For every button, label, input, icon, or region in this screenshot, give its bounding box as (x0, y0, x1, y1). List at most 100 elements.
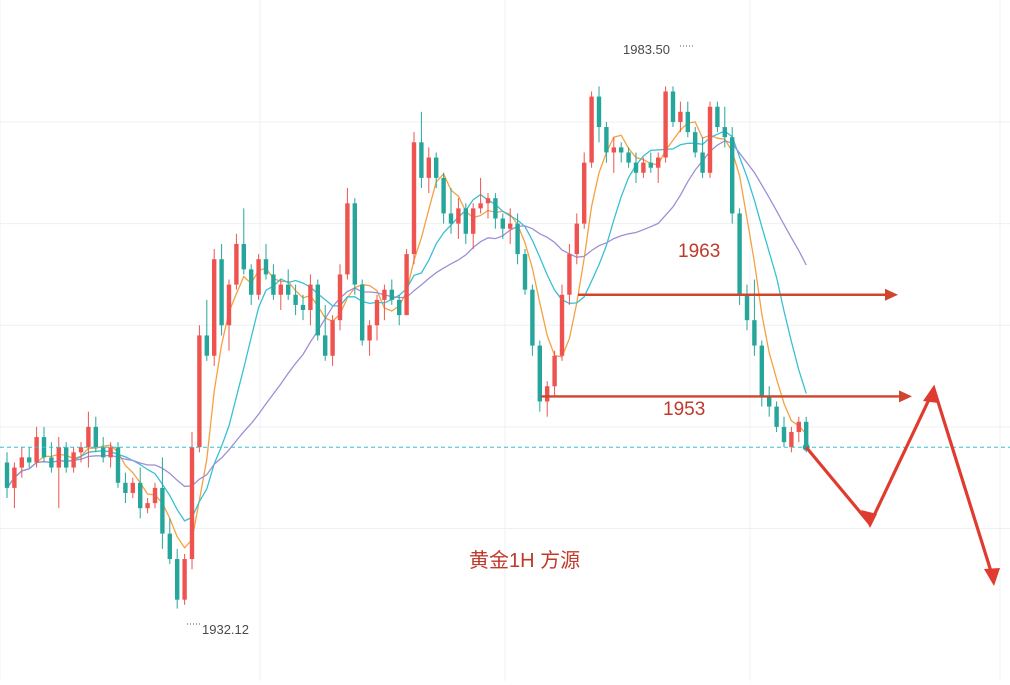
candle-body (49, 457, 54, 468)
level-1963-arrow-arrowhead (885, 288, 898, 301)
candle-body (389, 289, 394, 300)
ma-cyan-line (6, 130, 807, 522)
candle-body (337, 274, 343, 321)
candle-body (404, 254, 409, 316)
candle-body (485, 198, 491, 204)
candle-body (656, 157, 661, 168)
candle-body (300, 304, 306, 311)
candle-body (19, 457, 24, 468)
candle-body (271, 274, 276, 295)
candle-body (434, 157, 439, 178)
candle-body (345, 203, 350, 275)
candle-body (685, 111, 690, 133)
high-price-label: 1983.50 (623, 42, 670, 57)
candle-body (789, 431, 794, 448)
projection-path (804, 384, 996, 582)
candle-body (552, 355, 557, 387)
candle-body (160, 487, 165, 534)
candle-body (182, 559, 187, 600)
candle-body (759, 345, 764, 397)
candle-body (559, 294, 565, 356)
candle-body (286, 284, 291, 295)
candle-body (478, 203, 483, 209)
candle-body (693, 132, 698, 153)
candle-body (471, 208, 476, 234)
candle-body (278, 284, 283, 295)
candle-body (64, 447, 69, 468)
candle-body (241, 243, 246, 270)
candle-body (234, 243, 239, 285)
candle-body (204, 335, 209, 356)
candle-body (619, 147, 624, 153)
candle-body (71, 452, 76, 468)
candle-body (352, 203, 357, 285)
candle-body (12, 467, 17, 488)
candle-body (249, 269, 254, 295)
level-1953-label: 1953 (663, 399, 705, 420)
candle-body (167, 533, 172, 560)
level-1963-label: 1963 (678, 241, 720, 262)
candle-body (419, 142, 424, 178)
candle-body (308, 284, 313, 311)
candle-body (130, 482, 135, 493)
level-1953-arrow-arrowhead (899, 390, 912, 403)
candles (4, 86, 809, 609)
candle-body (330, 320, 335, 356)
candle-body (670, 91, 676, 122)
candle-body (530, 289, 535, 346)
candle-body (641, 162, 646, 173)
candle-body (522, 254, 528, 290)
candle-body (441, 177, 446, 214)
candle-body (493, 198, 498, 219)
candle-body (700, 152, 705, 173)
candle-body (678, 111, 683, 122)
candle-body (744, 294, 750, 321)
candle-body (804, 421, 809, 448)
candle-body (752, 320, 757, 346)
candle-body (515, 223, 520, 255)
candle-body (463, 208, 468, 234)
candle-body (123, 482, 128, 493)
candle-body (315, 284, 320, 336)
candle-body (152, 487, 158, 504)
candle-body (411, 142, 417, 255)
projection-arrowhead-down-1 (861, 510, 877, 528)
candle-body (367, 325, 372, 341)
candle-body (78, 447, 84, 453)
candle-body (226, 284, 232, 326)
candle-body (707, 106, 713, 173)
candle-body (767, 396, 772, 407)
candle-body (715, 106, 720, 128)
candle-body (604, 127, 609, 153)
candle-body (189, 447, 195, 560)
candle-body (582, 162, 587, 224)
low-price-label: 1932.12 (202, 622, 249, 637)
candle-body (456, 208, 461, 224)
projection-arrowhead-up (923, 385, 938, 403)
candle-body (145, 503, 150, 509)
candle-body (323, 335, 328, 356)
candle-body (374, 299, 380, 326)
candle-body (567, 254, 572, 295)
candle-body (101, 447, 106, 458)
candle-body (219, 259, 224, 326)
candle-body (56, 447, 61, 468)
candle-body (4, 462, 10, 488)
candle-body (633, 162, 639, 173)
candle-body (589, 96, 594, 163)
candle-body (197, 335, 202, 448)
candle-body (27, 457, 32, 463)
candle-body (596, 96, 602, 128)
candle-body (796, 421, 801, 432)
candle-body (34, 437, 39, 463)
candle-body (397, 299, 402, 316)
candle-body (263, 259, 269, 275)
candle-body (537, 345, 542, 402)
candle-body (722, 127, 727, 138)
candle-body (781, 426, 787, 443)
candle-body (86, 426, 91, 448)
candle-body (382, 289, 387, 300)
candle-body (648, 162, 653, 168)
candle-body (626, 152, 631, 163)
